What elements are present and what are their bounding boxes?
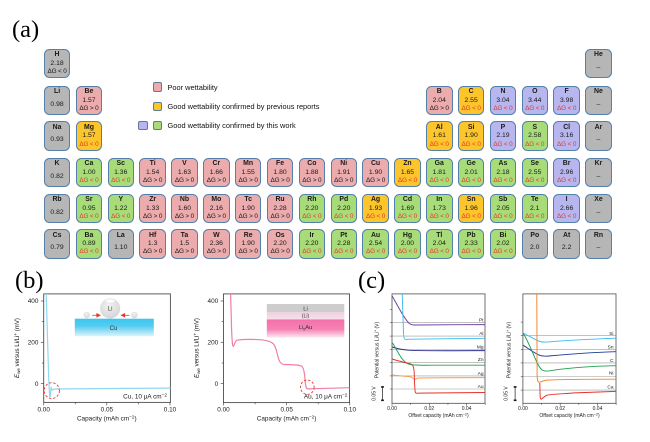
svg-text:Pt: Pt bbox=[479, 317, 484, 323]
svg-text:0.00: 0.00 bbox=[387, 406, 397, 412]
svg-text:Cu: Cu bbox=[110, 325, 118, 332]
svg-text:0.05 V: 0.05 V bbox=[371, 386, 377, 401]
svg-text:LixAu: LixAu bbox=[299, 325, 313, 331]
svg-text:Ewe versus Li/Li+ (mV): Ewe versus Li/Li+ (mV) bbox=[193, 318, 201, 378]
svg-text:(Li): (Li) bbox=[302, 314, 310, 320]
svg-text:Ni: Ni bbox=[609, 371, 614, 377]
svg-text:0.00: 0.00 bbox=[37, 407, 50, 414]
svg-text:Au: Au bbox=[478, 384, 484, 390]
svg-text:Capacity (mAh cm−2): Capacity (mAh cm−2) bbox=[77, 415, 137, 423]
svg-text:400: 400 bbox=[208, 298, 219, 305]
svg-text:400: 400 bbox=[28, 298, 39, 305]
svg-text:Potential versus Li/Li+ (V): Potential versus Li/Li+ (V) bbox=[374, 321, 381, 378]
svg-text:Potential versus Li/Li+ (V): Potential versus Li/Li+ (V) bbox=[506, 321, 513, 378]
svg-text:0.02: 0.02 bbox=[424, 406, 434, 412]
svg-text:Offset capacity (mAh cm−2): Offset capacity (mAh cm−2) bbox=[408, 412, 469, 419]
svg-text:0.00: 0.00 bbox=[518, 406, 528, 412]
svg-text:0.10: 0.10 bbox=[164, 407, 177, 414]
svg-text:0: 0 bbox=[35, 381, 39, 388]
svg-text:Al: Al bbox=[479, 331, 483, 337]
svg-text:0.02: 0.02 bbox=[555, 406, 565, 412]
svg-text:0.04: 0.04 bbox=[593, 406, 603, 412]
svg-text:Sn: Sn bbox=[608, 344, 614, 350]
svg-text:0.05 V: 0.05 V bbox=[504, 386, 510, 401]
svg-text:Offset capacity (mAh cm−2): Offset capacity (mAh cm−2) bbox=[539, 412, 600, 419]
svg-text:0.10: 0.10 bbox=[344, 407, 357, 414]
svg-text:Capacity (mAh cm−2): Capacity (mAh cm−2) bbox=[257, 415, 317, 423]
svg-text:0: 0 bbox=[215, 381, 219, 388]
svg-text:0.05: 0.05 bbox=[280, 407, 293, 414]
svg-text:Zn: Zn bbox=[478, 357, 484, 363]
svg-text:Cu, 10 μA cm−2: Cu, 10 μA cm−2 bbox=[123, 393, 167, 401]
svg-text:0.04: 0.04 bbox=[462, 406, 472, 412]
svg-text:0.05: 0.05 bbox=[101, 407, 114, 414]
svg-text:Ewe versus Li/Li+ (mV): Ewe versus Li/Li+ (mV) bbox=[13, 318, 21, 378]
svg-text:Li: Li bbox=[303, 306, 308, 312]
svg-text:Ag: Ag bbox=[478, 371, 484, 377]
svg-text:Mg: Mg bbox=[477, 345, 484, 351]
svg-text:Si: Si bbox=[609, 331, 613, 337]
svg-text:Li: Li bbox=[108, 307, 113, 313]
svg-text:Au, 10 μA cm−2: Au, 10 μA cm−2 bbox=[304, 392, 348, 400]
svg-text:C: C bbox=[610, 358, 614, 364]
svg-text:0.00: 0.00 bbox=[217, 407, 230, 414]
svg-text:200: 200 bbox=[28, 340, 39, 347]
svg-text:200: 200 bbox=[208, 340, 219, 347]
svg-text:Ca: Ca bbox=[607, 384, 613, 390]
